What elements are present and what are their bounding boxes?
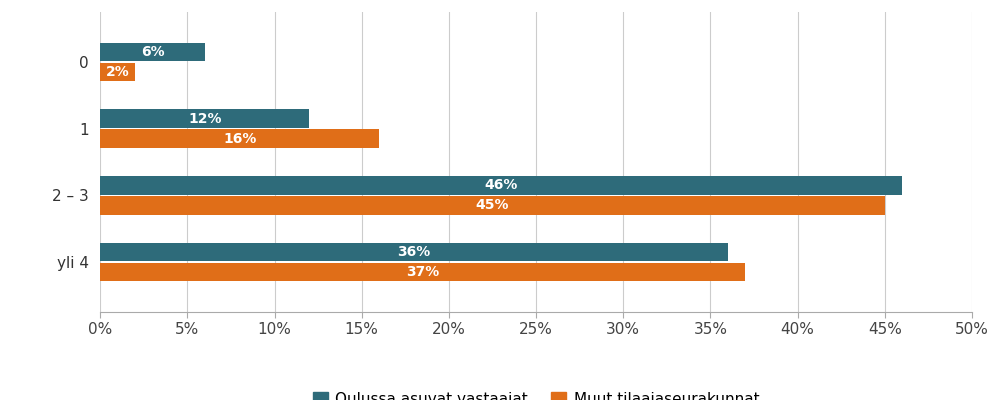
- Bar: [100, 243, 727, 261]
- Text: 37%: 37%: [406, 265, 439, 279]
- Bar: [100, 43, 204, 61]
- Bar: [100, 196, 885, 215]
- Bar: [100, 129, 379, 148]
- Text: 2%: 2%: [106, 65, 129, 79]
- Bar: [100, 63, 135, 81]
- Text: 36%: 36%: [398, 245, 431, 259]
- Text: 6%: 6%: [140, 45, 164, 59]
- Legend: Oulussa asuvat vastaajat, Muut tilaajaseurakunnat: Oulussa asuvat vastaajat, Muut tilaajase…: [307, 386, 766, 400]
- Bar: [100, 263, 745, 281]
- Bar: [100, 109, 310, 128]
- Bar: [100, 176, 902, 195]
- Text: 46%: 46%: [485, 178, 518, 192]
- Text: 12%: 12%: [188, 112, 221, 126]
- Text: 45%: 45%: [476, 198, 509, 212]
- Text: 16%: 16%: [223, 132, 257, 146]
